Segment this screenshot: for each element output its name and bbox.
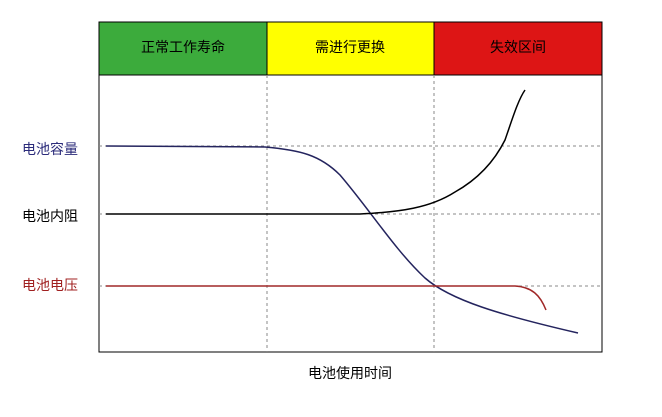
- voltage-curve: [106, 285, 547, 311]
- curve-label: 电池内阻: [22, 209, 78, 225]
- resistance-curve: [106, 89, 526, 215]
- curve-label: 电池电压: [22, 278, 78, 294]
- zone-failure: [433, 21, 603, 76]
- zone-normal: [98, 21, 268, 76]
- capacity-curve: [105, 145, 579, 334]
- zone-label: 需进行更换: [315, 39, 385, 56]
- zone-replace: [266, 21, 435, 76]
- curve-label: 电池容量: [22, 141, 78, 158]
- zone-label: 正常工作寿命: [141, 39, 225, 56]
- zone-label: 失效区间: [490, 40, 546, 56]
- x-axis-label: 电池使用时间: [308, 365, 392, 382]
